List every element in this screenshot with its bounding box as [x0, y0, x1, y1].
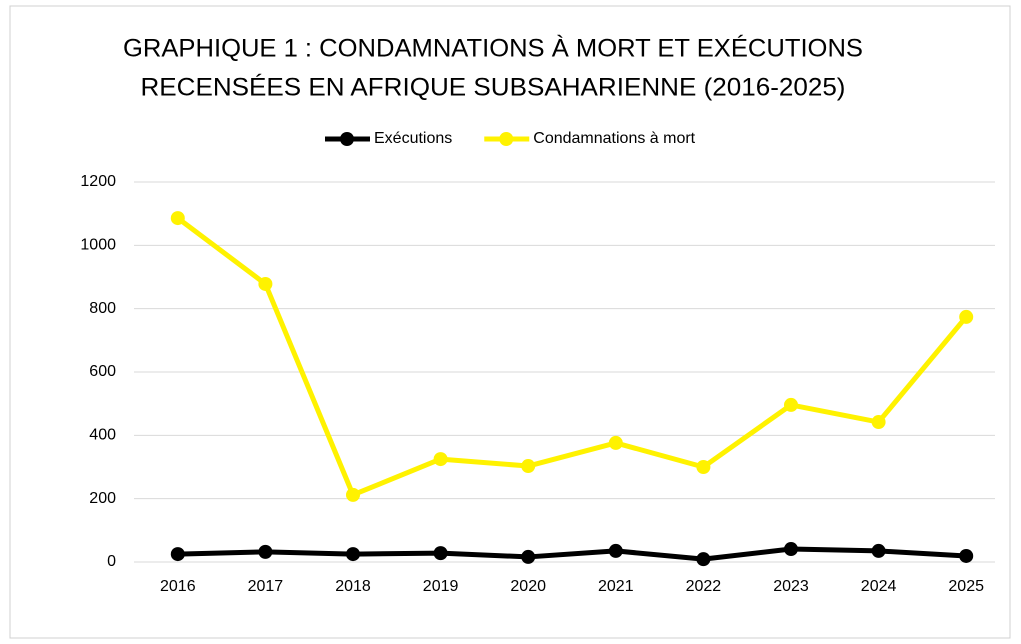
- data-point: [433, 452, 448, 467]
- chart-title: RECENSÉES EN AFRIQUE SUBSAHARIENNE (2016…: [141, 73, 846, 102]
- data-point: [258, 276, 273, 291]
- data-point: [871, 543, 886, 558]
- data-point: [433, 546, 448, 561]
- series-line: [176, 216, 969, 498]
- y-tick-label: 1000: [80, 237, 116, 254]
- data-point: [258, 544, 273, 559]
- y-tick-label: 800: [89, 300, 116, 317]
- x-tick-label: 2019: [423, 578, 459, 595]
- x-tick-label: 2024: [861, 578, 897, 595]
- y-tick-label: 0: [107, 553, 116, 570]
- y-tick-label: 200: [89, 490, 116, 507]
- x-tick-label: 2020: [510, 578, 546, 595]
- data-point: [608, 543, 623, 558]
- x-tick-label: 2023: [773, 578, 809, 595]
- data-point: [696, 460, 711, 474]
- y-tick-label: 1200: [80, 173, 116, 190]
- x-tick-label: 2018: [335, 578, 371, 595]
- chart-frame: [9, 5, 1011, 639]
- x-tick-label: 2016: [160, 578, 196, 595]
- data-point: [871, 415, 886, 430]
- chart-title: GRAPHIQUE 1 : CONDAMNATIONS À MORT ET EX…: [123, 34, 863, 63]
- data-point: [170, 211, 185, 226]
- data-point: [959, 309, 974, 324]
- data-point: [346, 487, 360, 502]
- x-tick-label: 2025: [948, 578, 984, 595]
- data-point: [784, 542, 798, 557]
- x-tick-label: 2017: [248, 578, 284, 595]
- data-point: [521, 459, 536, 474]
- data-point: [170, 547, 185, 562]
- data-point: [521, 549, 536, 564]
- series-line: [177, 546, 967, 562]
- data-point: [608, 435, 623, 450]
- x-tick-label: 2022: [686, 578, 722, 595]
- y-tick-label: 600: [89, 363, 116, 380]
- data-point: [696, 552, 711, 567]
- x-tick-label: 2021: [598, 578, 634, 595]
- y-tick-label: 400: [89, 427, 116, 444]
- legend-marker: [340, 132, 354, 146]
- legend-marker: [499, 132, 514, 146]
- data-point: [346, 547, 360, 562]
- data-point: [959, 548, 974, 563]
- data-point: [784, 397, 798, 412]
- legend-label: Exécutions: [374, 130, 452, 147]
- legend-label: Condamnations à mort: [533, 130, 695, 147]
